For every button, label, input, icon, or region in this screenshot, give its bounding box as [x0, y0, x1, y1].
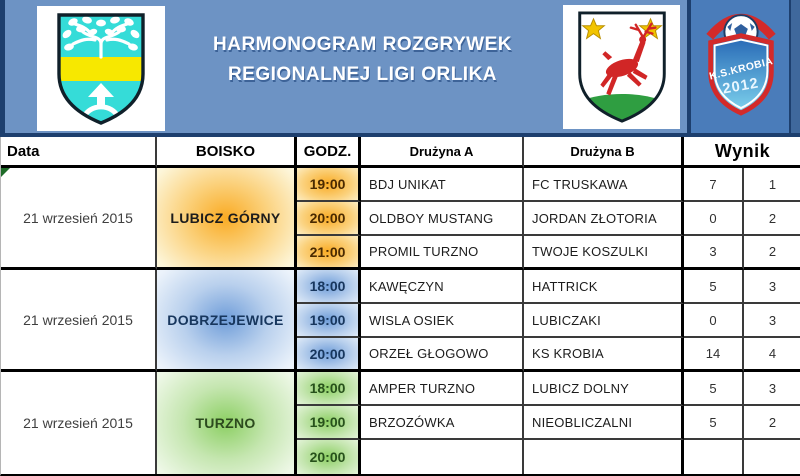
- time-cell[interactable]: 21:00: [297, 236, 361, 270]
- col-header-data[interactable]: Data: [1, 137, 157, 168]
- team-b-cell[interactable]: JORDAN ZŁOTORIA: [524, 202, 684, 236]
- team-a-cell[interactable]: BRZOZÓWKA: [361, 406, 524, 440]
- lubicz-crest-svg: [57, 12, 145, 125]
- time-cell[interactable]: 19:00: [297, 406, 361, 440]
- ks-krobia-club-crest-icon: K.S.KROBIA 2012: [705, 13, 776, 116]
- team-b-cell[interactable]: LUBICZ DOLNY: [524, 372, 684, 406]
- date-text: 21 wrzesień 2015: [23, 209, 133, 226]
- date-text: 21 wrzesień 2015: [23, 415, 133, 431]
- score-b-cell[interactable]: 4: [744, 338, 800, 372]
- time-cell[interactable]: 19:00: [297, 168, 361, 202]
- venue-cell[interactable]: DOBRZEJEWICE: [157, 270, 297, 372]
- team-a-cell[interactable]: ORZEŁ GŁOGOWO: [361, 338, 524, 372]
- club-logo-panel: K.S.KROBIA 2012: [691, 0, 800, 133]
- banner-divider: [687, 0, 691, 133]
- club-year-text: 2012: [721, 75, 760, 97]
- score-b-cell[interactable]: 2: [744, 406, 800, 440]
- date-cell[interactable]: 21 wrzesień 2015: [1, 168, 157, 270]
- score-b-cell[interactable]: 2: [744, 236, 800, 270]
- score-a-cell[interactable]: 5: [684, 406, 744, 440]
- team-a-cell[interactable]: OLDBOY MUSTANG: [361, 202, 524, 236]
- date-text: 21 wrzesień 2015: [23, 311, 133, 328]
- team-a-cell[interactable]: AMPER TURZNO: [361, 372, 524, 406]
- title-line-1: HARMONOGRAM ROZGRYWEK: [213, 34, 512, 55]
- score-a-cell[interactable]: 0: [684, 202, 744, 236]
- score-a-cell[interactable]: 14: [684, 338, 744, 372]
- panel-right-edge: [789, 0, 800, 133]
- team-b-cell[interactable]: TWOJE KOSZULKI: [524, 236, 684, 270]
- team-a-cell[interactable]: BDJ UNIKAT: [361, 168, 524, 202]
- score-b-cell[interactable]: 3: [744, 304, 800, 338]
- date-cell[interactable]: 21 wrzesień 2015: [1, 372, 157, 474]
- team-b-cell[interactable]: LUBICZAKI: [524, 304, 684, 338]
- time-cell[interactable]: 18:00: [297, 372, 361, 406]
- col-header-wynik[interactable]: Wynik: [684, 137, 800, 168]
- green-corner-marker-icon: [1, 168, 10, 177]
- deer-crest-svg: [577, 11, 666, 123]
- score-a-cell[interactable]: 5: [684, 372, 744, 406]
- col-header-druzyna-b[interactable]: Drużyna B: [524, 137, 684, 168]
- venue-cell[interactable]: LUBICZ GÓRNY: [157, 168, 297, 270]
- deer-coat-of-arms-icon: [563, 5, 680, 129]
- date-cell[interactable]: 21 wrzesień 2015: [1, 270, 157, 372]
- score-b-cell[interactable]: 1: [744, 168, 800, 202]
- venue-cell[interactable]: TURZNO: [157, 372, 297, 474]
- venue-text: DOBRZEJEWICE: [167, 311, 284, 328]
- venue-text: LUBICZ GÓRNY: [170, 209, 281, 226]
- score-a-cell[interactable]: 0: [684, 304, 744, 338]
- time-cell[interactable]: 20:00: [297, 440, 361, 474]
- score-a-cell[interactable]: 5: [684, 270, 744, 304]
- col-header-boisko[interactable]: BOISKO: [157, 137, 297, 168]
- time-cell[interactable]: 20:00: [297, 338, 361, 372]
- team-b-cell[interactable]: HATTRICK: [524, 270, 684, 304]
- score-b-cell[interactable]: 3: [744, 270, 800, 304]
- header-banner: HARMONOGRAM ROZGRYWEK REGIONALNEJ LIGI O…: [0, 0, 800, 137]
- col-header-druzyna-a[interactable]: Drużyna A: [361, 137, 524, 168]
- schedule-table: Data BOISKO GODZ. Drużyna A Drużyna B Wy…: [0, 137, 800, 476]
- time-cell[interactable]: 20:00: [297, 202, 361, 236]
- team-b-cell[interactable]: NIEOBLICZALNI: [524, 406, 684, 440]
- team-b-cell[interactable]: KS KROBIA: [524, 338, 684, 372]
- team-b-cell[interactable]: [524, 440, 684, 474]
- team-b-cell[interactable]: FC TRUSKAWA: [524, 168, 684, 202]
- score-a-cell[interactable]: [684, 440, 744, 474]
- team-a-cell[interactable]: PROMIL TURZNO: [361, 236, 524, 270]
- team-a-cell[interactable]: [361, 440, 524, 474]
- banner-left-border: [0, 0, 5, 133]
- team-a-cell[interactable]: WISLA OSIEK: [361, 304, 524, 338]
- venue-text: TURZNO: [195, 415, 256, 431]
- score-a-cell[interactable]: 7: [684, 168, 744, 202]
- time-cell[interactable]: 18:00: [297, 270, 361, 304]
- score-a-cell[interactable]: 3: [684, 236, 744, 270]
- page-title: HARMONOGRAM ROZGRYWEK REGIONALNEJ LIGI O…: [175, 30, 550, 90]
- team-a-cell[interactable]: KAWĘCZYN: [361, 270, 524, 304]
- score-b-cell[interactable]: [744, 440, 800, 474]
- lubicz-coat-of-arms-icon: [37, 6, 165, 131]
- title-line-2: REGIONALNEJ LIGI ORLIKA: [227, 64, 498, 85]
- col-header-godz[interactable]: GODZ.: [297, 137, 361, 168]
- time-cell[interactable]: 19:00: [297, 304, 361, 338]
- score-b-cell[interactable]: 2: [744, 202, 800, 236]
- score-b-cell[interactable]: 3: [744, 372, 800, 406]
